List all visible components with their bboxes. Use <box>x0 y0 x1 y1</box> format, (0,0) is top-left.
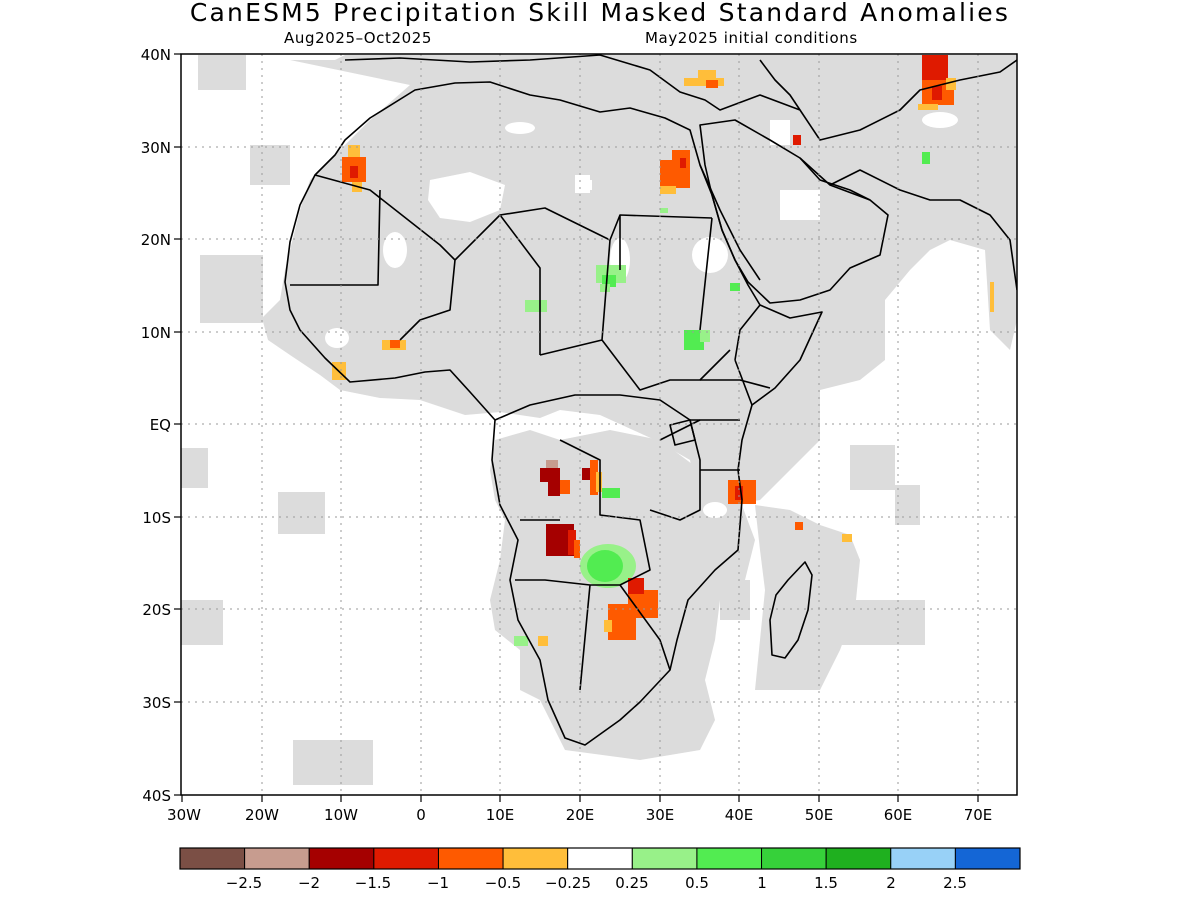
arabia-coast <box>699 119 889 304</box>
colorbar-swatch <box>954 847 1021 870</box>
mask-south-atl <box>181 600 223 645</box>
colorbar-swatch <box>373 847 439 870</box>
colorbar-label: 1 <box>757 874 767 892</box>
lat-label: 20N <box>141 231 171 249</box>
coastlines <box>284 54 1017 746</box>
initial-conditions-subtitle: May2025 initial conditions <box>645 29 858 47</box>
lat-label: 10S <box>142 509 171 527</box>
mask-north-africa-asia <box>262 55 1017 510</box>
colorbar-label: −1 <box>427 874 449 892</box>
mask-madagascar <box>755 505 860 690</box>
lon-label: 60E <box>884 806 913 824</box>
madagascar-coast <box>769 561 813 659</box>
colorbar-label: 2 <box>886 874 896 892</box>
lat-label: 30N <box>141 139 171 157</box>
borders-east <box>690 304 771 421</box>
mask-west-atl <box>181 448 208 488</box>
mask-st-helena <box>278 492 325 534</box>
colorbar-swatch <box>502 847 569 870</box>
lat-label: 40S <box>142 787 171 805</box>
colorbar-labels: −2.5 −2 −1.5 −1 −0.5 −0.25 0.25 0.5 1 1.… <box>226 874 967 892</box>
colorbar-label: −1.5 <box>355 874 391 892</box>
colorbar-frame <box>179 847 1021 870</box>
ticks <box>174 53 979 802</box>
mask-reunion <box>840 600 925 645</box>
lon-label: 20E <box>566 806 595 824</box>
grid <box>181 54 1017 795</box>
colorbar-label: −2 <box>298 874 320 892</box>
lat-labels: 40N 30N 20N 10N EQ 10S 20S 30S 40S <box>141 46 171 805</box>
mediterranean-north <box>344 54 1017 141</box>
lat-label: 40N <box>141 46 171 64</box>
colorbar <box>179 847 1021 870</box>
colorbar-swatch <box>890 847 956 870</box>
colorbar-swatch <box>179 847 246 870</box>
lat-label: 20S <box>142 601 171 619</box>
mask-cape-verde <box>200 255 263 323</box>
colorbar-swatch <box>825 847 892 870</box>
lon-label: 0 <box>416 806 426 824</box>
map-title: CanESM5 Precipitation Skill Masked Stand… <box>189 0 1011 27</box>
mask-canaries <box>198 55 246 90</box>
period-subtitle: Aug2025–Oct2025 <box>284 29 433 47</box>
africa-coast <box>284 81 823 746</box>
mask-southern-africa <box>490 430 755 760</box>
lat-label: EQ <box>150 416 171 434</box>
lat-label: 10N <box>141 324 171 342</box>
mask-holes <box>325 112 958 518</box>
lon-label: 10W <box>324 806 358 824</box>
caspian <box>759 59 801 111</box>
lon-labels: 30W 20W 10W 0 10E 20E 30E 40E 50E 60E 70… <box>167 806 992 824</box>
lon-label: 70E <box>964 806 993 824</box>
mask-west-ocean <box>250 145 290 185</box>
colorbar-label: 0.25 <box>615 874 648 892</box>
colorbar-label: 1.5 <box>814 874 838 892</box>
lon-label: 50E <box>805 806 834 824</box>
colorbar-label: −2.5 <box>226 874 262 892</box>
borders-central <box>494 394 740 691</box>
lon-label: 10E <box>486 806 515 824</box>
persian-gulf <box>799 157 871 201</box>
colorbar-label: −0.25 <box>545 874 591 892</box>
red-sea <box>699 164 761 281</box>
colorbar-swatch <box>696 847 763 870</box>
anomaly-patches <box>332 55 994 646</box>
lon-label: 20W <box>245 806 279 824</box>
mask-ne-ocean <box>895 485 920 525</box>
mask-mozamb-ch <box>720 580 750 620</box>
lake-victoria <box>669 419 696 446</box>
colorbar-swatch <box>761 847 827 870</box>
colorbar-label: 2.5 <box>943 874 967 892</box>
mask-mascarene <box>850 445 895 490</box>
colorbar-label: −0.5 <box>485 874 521 892</box>
colorbar-label: 0.5 <box>685 874 709 892</box>
colorbar-swatch <box>308 847 375 870</box>
colorbar-swatch <box>567 847 633 870</box>
colorbar-swatch <box>244 847 310 870</box>
lon-label: 30E <box>646 806 675 824</box>
mask-tristan <box>293 740 373 785</box>
masked-region <box>181 55 1017 785</box>
lon-label: 40E <box>725 806 754 824</box>
iran-coast <box>829 169 1017 291</box>
lon-label: 30W <box>167 806 201 824</box>
lat-label: 30S <box>142 694 171 712</box>
colorbar-swatch <box>437 847 504 870</box>
colorbar-swatch <box>631 847 698 870</box>
